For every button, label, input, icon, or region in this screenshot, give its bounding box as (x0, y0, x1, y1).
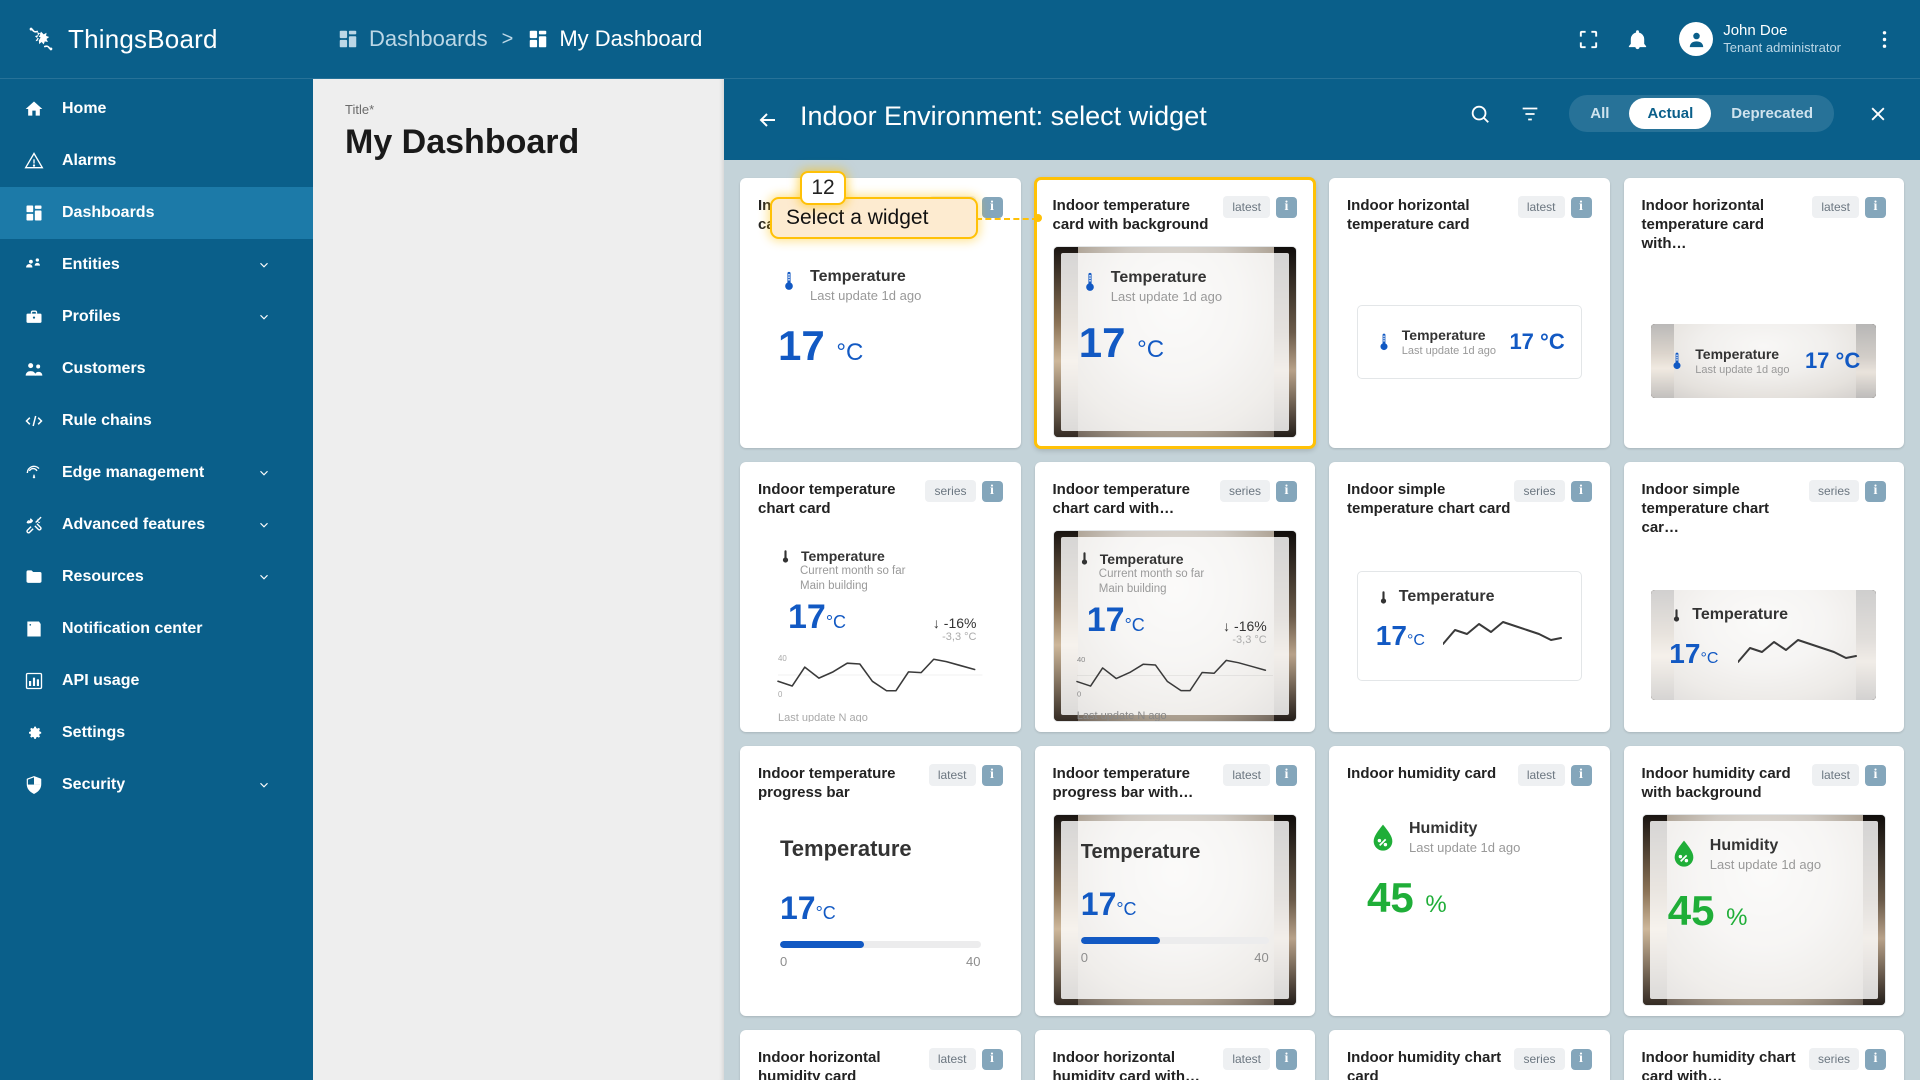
svg-text:0: 0 (1077, 689, 1081, 698)
svg-text:0: 0 (778, 690, 783, 699)
svg-text:40: 40 (778, 654, 787, 663)
svg-text:40: 40 (1077, 655, 1085, 664)
